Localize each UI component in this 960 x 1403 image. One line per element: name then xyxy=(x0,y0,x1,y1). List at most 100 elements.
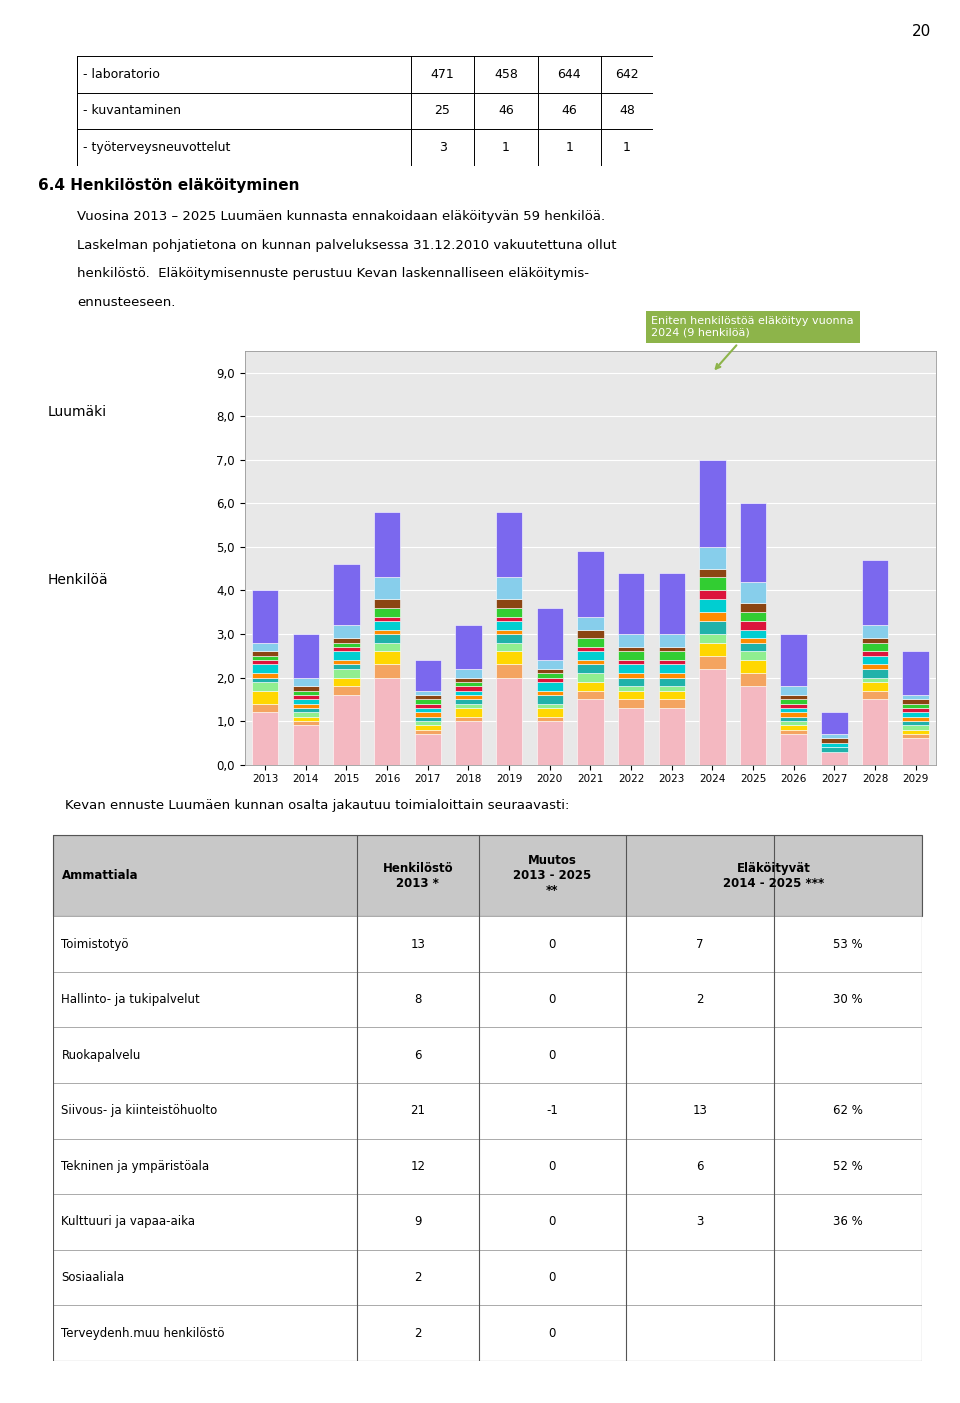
Text: 6: 6 xyxy=(414,1049,421,1062)
Bar xyxy=(53,1305,922,1361)
Bar xyxy=(537,717,563,721)
Bar xyxy=(415,690,441,694)
Bar xyxy=(659,699,684,709)
Bar xyxy=(53,1027,922,1083)
Bar xyxy=(699,622,726,634)
Bar xyxy=(333,665,360,669)
Bar xyxy=(333,686,360,694)
Bar xyxy=(53,1083,922,1139)
Text: 8: 8 xyxy=(414,993,421,1006)
Text: 12: 12 xyxy=(410,1160,425,1173)
Bar xyxy=(618,647,644,651)
Bar xyxy=(577,673,604,682)
Bar xyxy=(780,699,807,704)
Text: 13: 13 xyxy=(410,937,425,951)
Text: Ammattiala: Ammattiala xyxy=(61,868,138,882)
Text: Terveydenh.muu henkilöstö: Terveydenh.muu henkilöstö xyxy=(61,1327,225,1340)
Bar xyxy=(53,1250,922,1305)
Text: 458: 458 xyxy=(494,67,517,81)
Bar xyxy=(902,725,929,730)
Bar xyxy=(902,717,929,721)
Text: ‐ työterveysneuvottelut: ‐ työterveysneuvottelut xyxy=(83,140,230,154)
Bar xyxy=(740,612,766,622)
Text: Henkilöä: Henkilöä xyxy=(48,574,108,588)
Bar xyxy=(659,678,684,686)
Bar xyxy=(862,655,888,665)
Bar xyxy=(780,717,807,721)
Bar xyxy=(496,665,522,678)
Bar xyxy=(53,1139,922,1194)
Text: Toimistotyö: Toimistotyö xyxy=(61,937,129,951)
Bar xyxy=(740,659,766,673)
Bar xyxy=(537,678,563,682)
Bar xyxy=(415,709,441,713)
Bar xyxy=(780,686,807,694)
Bar xyxy=(577,638,604,647)
Bar xyxy=(293,704,319,709)
Bar xyxy=(780,734,807,765)
Bar xyxy=(252,682,278,690)
Bar xyxy=(577,551,604,616)
Bar xyxy=(455,690,482,694)
Bar xyxy=(415,730,441,734)
Bar xyxy=(333,643,360,647)
Bar xyxy=(293,713,319,717)
Bar xyxy=(373,630,400,634)
Text: 3: 3 xyxy=(696,1215,704,1229)
Text: 471: 471 xyxy=(431,67,454,81)
Bar xyxy=(373,665,400,678)
Text: 6: 6 xyxy=(696,1160,704,1173)
Bar xyxy=(537,607,563,659)
Bar xyxy=(537,709,563,717)
Bar xyxy=(659,690,684,699)
Bar xyxy=(699,655,726,669)
Bar xyxy=(699,591,726,599)
Bar xyxy=(333,678,360,686)
Bar xyxy=(821,738,848,742)
Bar xyxy=(618,651,644,659)
Bar xyxy=(740,673,766,686)
Bar xyxy=(293,721,319,725)
Bar xyxy=(293,690,319,694)
Text: - laboratorio: - laboratorio xyxy=(83,67,159,81)
Bar xyxy=(293,709,319,713)
Bar xyxy=(577,630,604,638)
Bar xyxy=(415,713,441,717)
Bar xyxy=(862,560,888,626)
Bar xyxy=(862,678,888,682)
Text: Sosiaaliala: Sosiaaliala xyxy=(61,1271,125,1284)
Bar xyxy=(537,682,563,690)
Bar xyxy=(659,673,684,678)
Bar xyxy=(618,634,644,647)
Bar xyxy=(537,659,563,669)
Text: 7: 7 xyxy=(696,937,704,951)
Bar xyxy=(902,721,929,725)
Bar xyxy=(780,634,807,686)
Bar xyxy=(699,599,726,612)
Bar xyxy=(333,626,360,638)
Bar xyxy=(862,669,888,678)
Bar xyxy=(455,682,482,686)
Text: 0: 0 xyxy=(549,1049,556,1062)
Text: Muutos
2013 - 2025
**: Muutos 2013 - 2025 ** xyxy=(514,854,591,897)
Text: 9: 9 xyxy=(414,1215,421,1229)
Bar xyxy=(455,709,482,717)
Bar xyxy=(618,678,644,686)
Bar xyxy=(293,694,319,699)
Text: 46: 46 xyxy=(562,104,577,118)
Text: 1: 1 xyxy=(565,140,573,154)
Bar xyxy=(455,704,482,709)
Text: 25: 25 xyxy=(435,104,450,118)
Bar xyxy=(821,713,848,734)
Bar xyxy=(699,634,726,643)
Bar xyxy=(618,673,644,678)
Bar xyxy=(252,704,278,713)
Text: Siivous- ja kiinteistöhuolto: Siivous- ja kiinteistöhuolto xyxy=(61,1104,218,1117)
Text: - kuvantaminen: - kuvantaminen xyxy=(83,104,180,118)
Bar xyxy=(455,678,482,682)
Bar xyxy=(333,669,360,678)
Text: 2: 2 xyxy=(414,1271,421,1284)
Bar xyxy=(496,616,522,622)
Bar xyxy=(373,512,400,577)
Bar xyxy=(740,638,766,643)
